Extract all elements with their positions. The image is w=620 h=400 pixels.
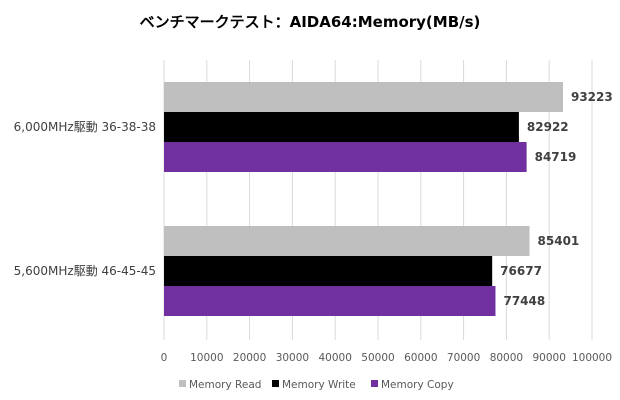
category-label: 5,600MHz駆動 46-45-45: [14, 264, 156, 278]
legend-swatch: [179, 380, 186, 387]
category-label: 6,000MHz駆動 36-38-38: [14, 120, 156, 134]
data-label: 82922: [527, 120, 569, 134]
data-label: 84719: [535, 150, 577, 164]
bar-memory-read: [164, 82, 563, 112]
bar-memory-write: [164, 112, 519, 142]
legend-swatch: [371, 380, 378, 387]
bar-memory-write: [164, 256, 493, 286]
x-tick-label: 30000: [276, 352, 309, 364]
x-tick-label: 20000: [233, 352, 266, 364]
legend-label: Memory Write: [282, 379, 356, 391]
x-tick-label: 40000: [318, 352, 351, 364]
bar-memory-copy: [164, 142, 527, 172]
x-tick-label: 10000: [190, 352, 223, 364]
x-tick-label: 100000: [572, 352, 612, 364]
x-tick-label: 80000: [490, 352, 523, 364]
data-label: 76677: [500, 264, 542, 278]
chart-title: ベンチマークテスト：AIDA64:Memory(MB/s): [140, 13, 481, 31]
x-tick-label: 60000: [404, 352, 437, 364]
data-label: 85401: [538, 234, 580, 248]
x-tick-label: 70000: [447, 352, 480, 364]
bar-memory-read: [164, 226, 530, 256]
legend-label: Memory Copy: [381, 379, 454, 391]
bar-memory-copy: [164, 286, 496, 316]
data-label: 93223: [571, 90, 613, 104]
x-tick-label: 90000: [532, 352, 565, 364]
x-tick-label: 0: [161, 352, 168, 364]
legend-label: Memory Read: [189, 379, 261, 391]
legend-swatch: [272, 380, 279, 387]
data-label: 77448: [503, 294, 545, 308]
x-tick-label: 50000: [361, 352, 394, 364]
